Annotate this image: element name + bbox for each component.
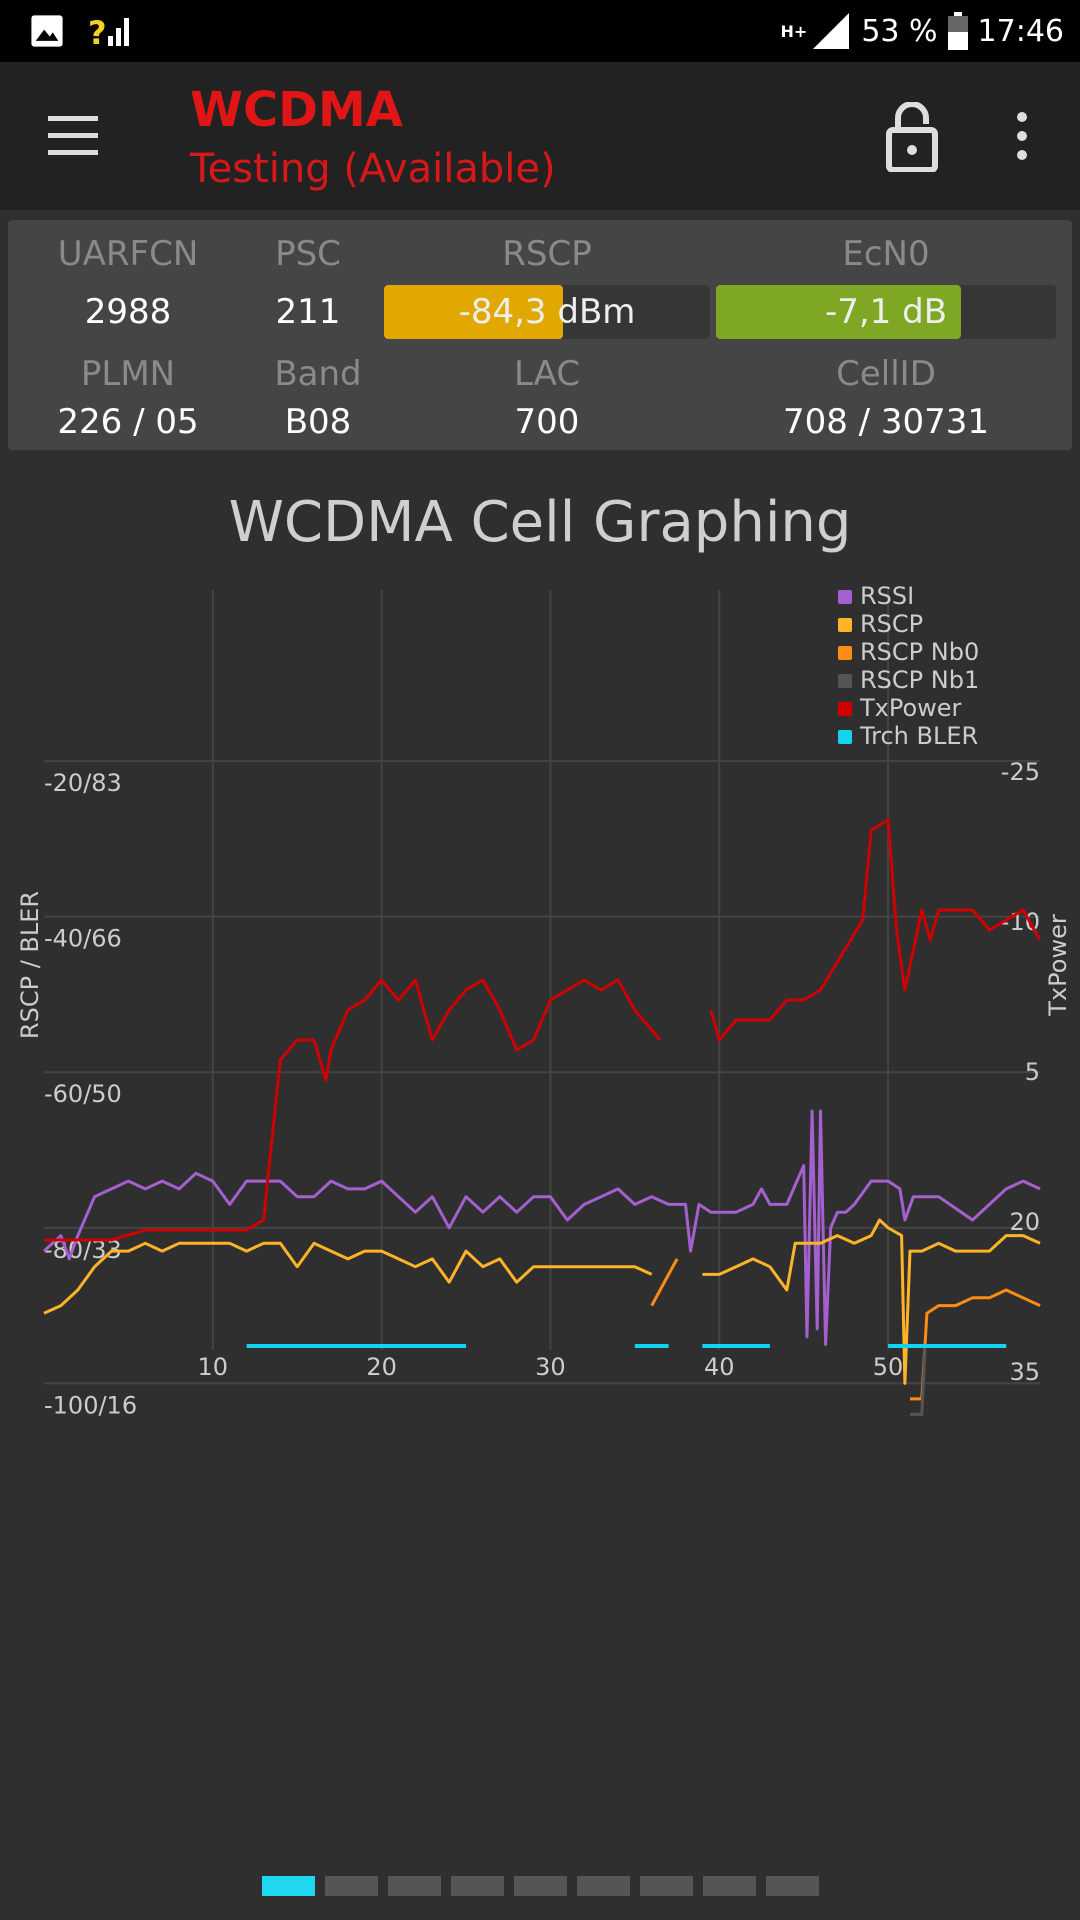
image-notification-icon	[31, 15, 63, 47]
rscp-value: -84,3 dBm	[458, 292, 636, 332]
network-type-label: H+	[780, 21, 808, 41]
signal-strength-icon	[813, 13, 850, 49]
page-dot[interactable]	[262, 1876, 315, 1896]
legend-swatch	[838, 618, 852, 632]
legend-swatch	[838, 674, 852, 688]
rscp-bar-fill	[384, 285, 564, 339]
y-left-tick-label: -60/50	[44, 1080, 122, 1108]
ecn0-value: -7,1 dB	[824, 292, 948, 332]
x-tick-label: 20	[366, 1353, 397, 1381]
page-dot[interactable]	[325, 1876, 378, 1896]
y-left-tick-label: -100/16	[44, 1391, 137, 1419]
page-subtitle: Testing (Available)	[190, 146, 556, 192]
page-dot[interactable]	[703, 1876, 756, 1896]
legend-entry: RSCP	[860, 610, 923, 638]
series-line-txpower	[44, 978, 662, 1242]
x-tick-label: 50	[873, 1353, 904, 1381]
chart-title: WCDMA Cell Graphing	[228, 490, 852, 555]
y-left-tick-label: -20/83	[44, 769, 122, 797]
page-dot[interactable]	[451, 1876, 504, 1896]
menu-icon[interactable]	[48, 116, 98, 156]
battery-icon	[947, 12, 968, 50]
page-dot[interactable]	[640, 1876, 693, 1896]
legend-swatch	[838, 702, 852, 716]
page-dot[interactable]	[388, 1876, 441, 1896]
page-dot[interactable]	[514, 1876, 567, 1896]
series-line-rssi	[42, 1109, 1041, 1346]
lock-open-icon[interactable]	[886, 102, 938, 172]
legend-entry: RSCP Nb0	[860, 638, 979, 666]
psc-value: 211	[275, 292, 341, 332]
cellid-value: 708 / 30731	[782, 402, 990, 442]
psc-label: PSC	[275, 234, 341, 274]
y-left-axis-label: RSCP / BLER	[16, 891, 44, 1039]
legend-swatch	[838, 646, 852, 660]
y-left-tick-label: -40/66	[44, 925, 122, 953]
y-right-axis-label: TxPower	[1044, 914, 1072, 1017]
app-bar: WCDMA Testing (Available)	[0, 62, 1080, 210]
uarfcn-label: UARFCN	[57, 234, 199, 274]
lac-label: LAC	[513, 354, 581, 394]
legend-entry: Trch BLER	[859, 722, 978, 750]
cellid-label: CellID	[836, 354, 936, 394]
legend-entry: RSCP Nb1	[860, 666, 979, 694]
rscp-bar: -84,3 dBm	[384, 285, 710, 339]
page-title: WCDMA	[190, 82, 403, 138]
legend-entry: TxPower	[859, 694, 962, 722]
y-right-tick-label: 20	[1009, 1208, 1040, 1236]
lac-value: 700	[514, 402, 580, 442]
x-tick-label: 40	[704, 1353, 735, 1381]
series-line-rscp-nb1	[910, 1344, 927, 1416]
uarfcn-value: 2988	[84, 292, 172, 332]
y-right-tick-label: 5	[1025, 1058, 1040, 1086]
rscp-label: RSCP	[502, 234, 592, 274]
y-right-tick-label: -25	[1001, 758, 1040, 786]
y-right-tick-label: 35	[1009, 1358, 1040, 1386]
x-tick-label: 30	[535, 1353, 566, 1381]
ecn0-bar-fill	[716, 285, 961, 339]
band-value: B08	[284, 402, 352, 442]
sig-question-label: ?	[88, 14, 107, 50]
legend-swatch	[838, 730, 852, 744]
plmn-label: PLMN	[80, 354, 176, 394]
battery-percent: 53 %	[861, 13, 938, 49]
band-label: Band	[274, 354, 362, 394]
plmn-value: 226 / 05	[57, 402, 199, 442]
overflow-menu-icon[interactable]	[1010, 112, 1034, 172]
cell-graph-chart: 10 20 30 40 50-20/83-40/66-60/50-80/33-100/1…	[16, 582, 1072, 1419]
signal-no-service-icon: ?	[88, 14, 129, 50]
series-line-rscp	[702, 1218, 1041, 1385]
series-line-rscp	[43, 1241, 653, 1315]
cell-info-panel: UARFCN 2988 PSC 211 RSCP -84,3 dBm EcN0 …	[8, 220, 1072, 450]
clock: 17:46	[977, 13, 1064, 49]
series-line-rscp-nb0	[650, 1258, 679, 1307]
ecn0-label: EcN0	[842, 234, 930, 274]
legend-entry: RSSI	[860, 582, 914, 610]
ecn0-bar: -7,1 dB	[716, 285, 1056, 339]
x-tick-label: 10	[198, 1353, 229, 1381]
status-bar: ? H+ 53 % 17:46	[0, 0, 1080, 62]
series-line-txpower	[709, 818, 1042, 1042]
page-dot[interactable]	[577, 1876, 630, 1896]
legend-swatch	[838, 590, 852, 604]
page-indicator	[262, 1876, 819, 1896]
page-dot[interactable]	[766, 1876, 819, 1896]
